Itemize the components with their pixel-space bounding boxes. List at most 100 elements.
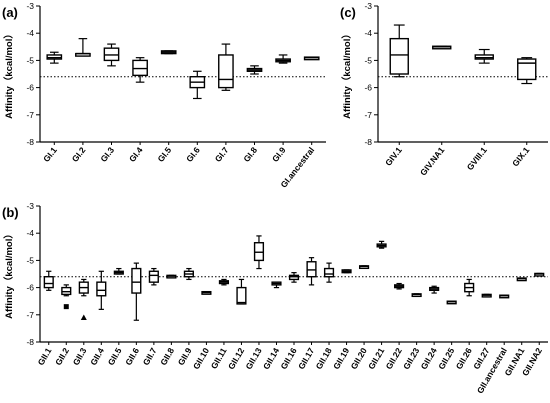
x-tick-label: GI.6 (184, 145, 202, 164)
y-tick-label: -3 (26, 1, 34, 11)
box-GII.9: GII.9 (176, 267, 194, 367)
x-tick-label: GII.9 (176, 346, 194, 367)
y-tick-label: -6 (26, 83, 34, 93)
y-tick-label: -3 (26, 201, 34, 211)
x-tick-label: GI.4 (127, 145, 145, 164)
x-tick-label: GII.26 (454, 346, 474, 371)
x-tick-label: GII.22 (384, 346, 404, 371)
x-tick-label: GII.18 (314, 346, 334, 371)
x-tick-label: GII.3 (71, 346, 89, 367)
panel-a-letter: (a) (2, 5, 18, 20)
x-tick-label: GI.8 (241, 145, 259, 164)
box-GI.6: GI.6 (184, 70, 206, 164)
box-GII.1: GII.1 (36, 270, 54, 367)
box-iqr (131, 267, 142, 294)
y-axis-label: Affinity（kcal/mol） (3, 229, 15, 319)
box-GII.4: GII.4 (88, 270, 107, 367)
box-GII.3: GII.3 (71, 278, 89, 367)
box-GII.5: GII.5 (106, 267, 124, 367)
box-GII.11: GII.11 (209, 278, 230, 371)
x-tick-label: GI.5 (156, 145, 174, 164)
x-tick-label: GII.14 (261, 346, 281, 371)
box-GII.26: GII.26 (454, 278, 475, 371)
box-GII.7: GII.7 (141, 267, 159, 367)
panel-c-plot: -3 -4 -5 -6 -7 -8 Affinity（kcal/mol） GIV.1 GIV.N… (341, 1, 548, 177)
box-GI.5: GI.5 (156, 50, 177, 164)
panel-a-plot: -3 -4 -5 -6 -7 -8 Affinity（kcal/mol） GI.1 GI.2 GI… (3, 1, 326, 190)
x-tick-label: GII.1 (36, 346, 54, 367)
box-iqr (517, 58, 537, 81)
y-axis-label: Affinity（kcal/mol） (341, 29, 353, 119)
x-tick-label: GII.4 (88, 346, 106, 367)
y-tick-label: -5 (364, 55, 372, 65)
box-GI.2: GI.2 (70, 38, 91, 164)
x-tick-label: GII.13 (243, 346, 263, 371)
box-iqr (43, 276, 54, 289)
x-tick-label: GIV.1 (383, 145, 404, 168)
y-tick-label: -5 (26, 255, 34, 265)
box-iqr (389, 37, 409, 75)
panel-c-letter: (c) (340, 5, 356, 20)
x-tick-label: GIV.NA1 (418, 145, 447, 178)
y-tick-label: -7 (26, 310, 34, 320)
x-tick-label: GII.25 (436, 346, 456, 371)
x-tick-label: GI.7 (213, 145, 231, 164)
box-GI.7: GI.7 (213, 43, 234, 164)
box-GII.6: GII.6 (123, 262, 142, 367)
x-tick-label: GII.21 (366, 346, 386, 371)
box-GIV.NA1: GIV.NA1 (418, 45, 452, 178)
y-axis-label: Affinity（kcal/mol） (3, 29, 15, 119)
box-GII.21: GII.21 (366, 240, 387, 371)
box-iqr (323, 267, 335, 278)
box-GII.19: GII.19 (331, 269, 352, 371)
box-GI.1: GI.1 (41, 51, 63, 164)
box-GI.8: GI.8 (241, 65, 263, 164)
outlier-marker (80, 314, 87, 321)
box-GII.25: GII.25 (436, 300, 457, 371)
box-GII.8: GII.8 (158, 274, 177, 367)
x-tick-label: GII.10 (191, 346, 211, 371)
x-tick-label: GVIII.1 (465, 145, 489, 172)
box-GII.20: GII.20 (349, 265, 370, 371)
x-tick-label: GI.3 (98, 145, 116, 164)
y-tick-label: -8 (26, 137, 34, 147)
box-GIX.1: GIX.1 (510, 57, 537, 168)
box-GII.22: GII.22 (384, 282, 405, 371)
box-GI.ancestral: GI.ancestral (278, 56, 320, 190)
x-tick-label: GII.19 (331, 346, 351, 371)
y-tick-label: -6 (26, 283, 34, 293)
x-tick-label: GII.20 (349, 346, 369, 371)
x-tick-label: GI.1 (41, 145, 59, 164)
box-GII.2: GII.2 (53, 284, 72, 367)
x-tick-label: GII.12 (226, 346, 246, 371)
box-GI.4: GI.4 (127, 57, 148, 164)
box-GII.16: GII.16 (278, 272, 300, 371)
y-tick-label: -8 (26, 337, 34, 347)
y-tick-label: -3 (364, 1, 372, 11)
x-tick-label: GI.9 (270, 145, 288, 164)
box-iqr (236, 286, 247, 305)
y-tick-label: -7 (364, 110, 372, 120)
box-GI.3: GI.3 (98, 43, 120, 164)
outlier-marker (63, 304, 69, 310)
box-GII.NA1: GII.NA1 (502, 277, 527, 378)
x-tick-label: GI.2 (70, 145, 88, 164)
panel-b-letter: (b) (2, 205, 19, 220)
box-GII.NA2: GII.NA2 (520, 272, 545, 378)
x-tick-label: GII.5 (106, 346, 124, 367)
box-GII.12: GII.12 (226, 278, 247, 371)
x-tick-label: GII.8 (158, 346, 176, 367)
y-tick-label: -4 (26, 228, 34, 238)
x-tick-label: GII.24 (419, 346, 439, 371)
box-GII.ancestral: GII.ancestral (475, 294, 510, 395)
y-tick-label: -7 (26, 110, 34, 120)
y-tick-label: -5 (26, 55, 34, 65)
box-GII.27: GII.27 (471, 293, 492, 371)
y-tick-label: -4 (26, 28, 34, 38)
x-tick-label: GII.17 (296, 346, 316, 371)
x-tick-label: GII.7 (141, 346, 159, 367)
box-GII.18: GII.18 (314, 262, 335, 371)
box-GII.24: GII.24 (419, 285, 440, 371)
